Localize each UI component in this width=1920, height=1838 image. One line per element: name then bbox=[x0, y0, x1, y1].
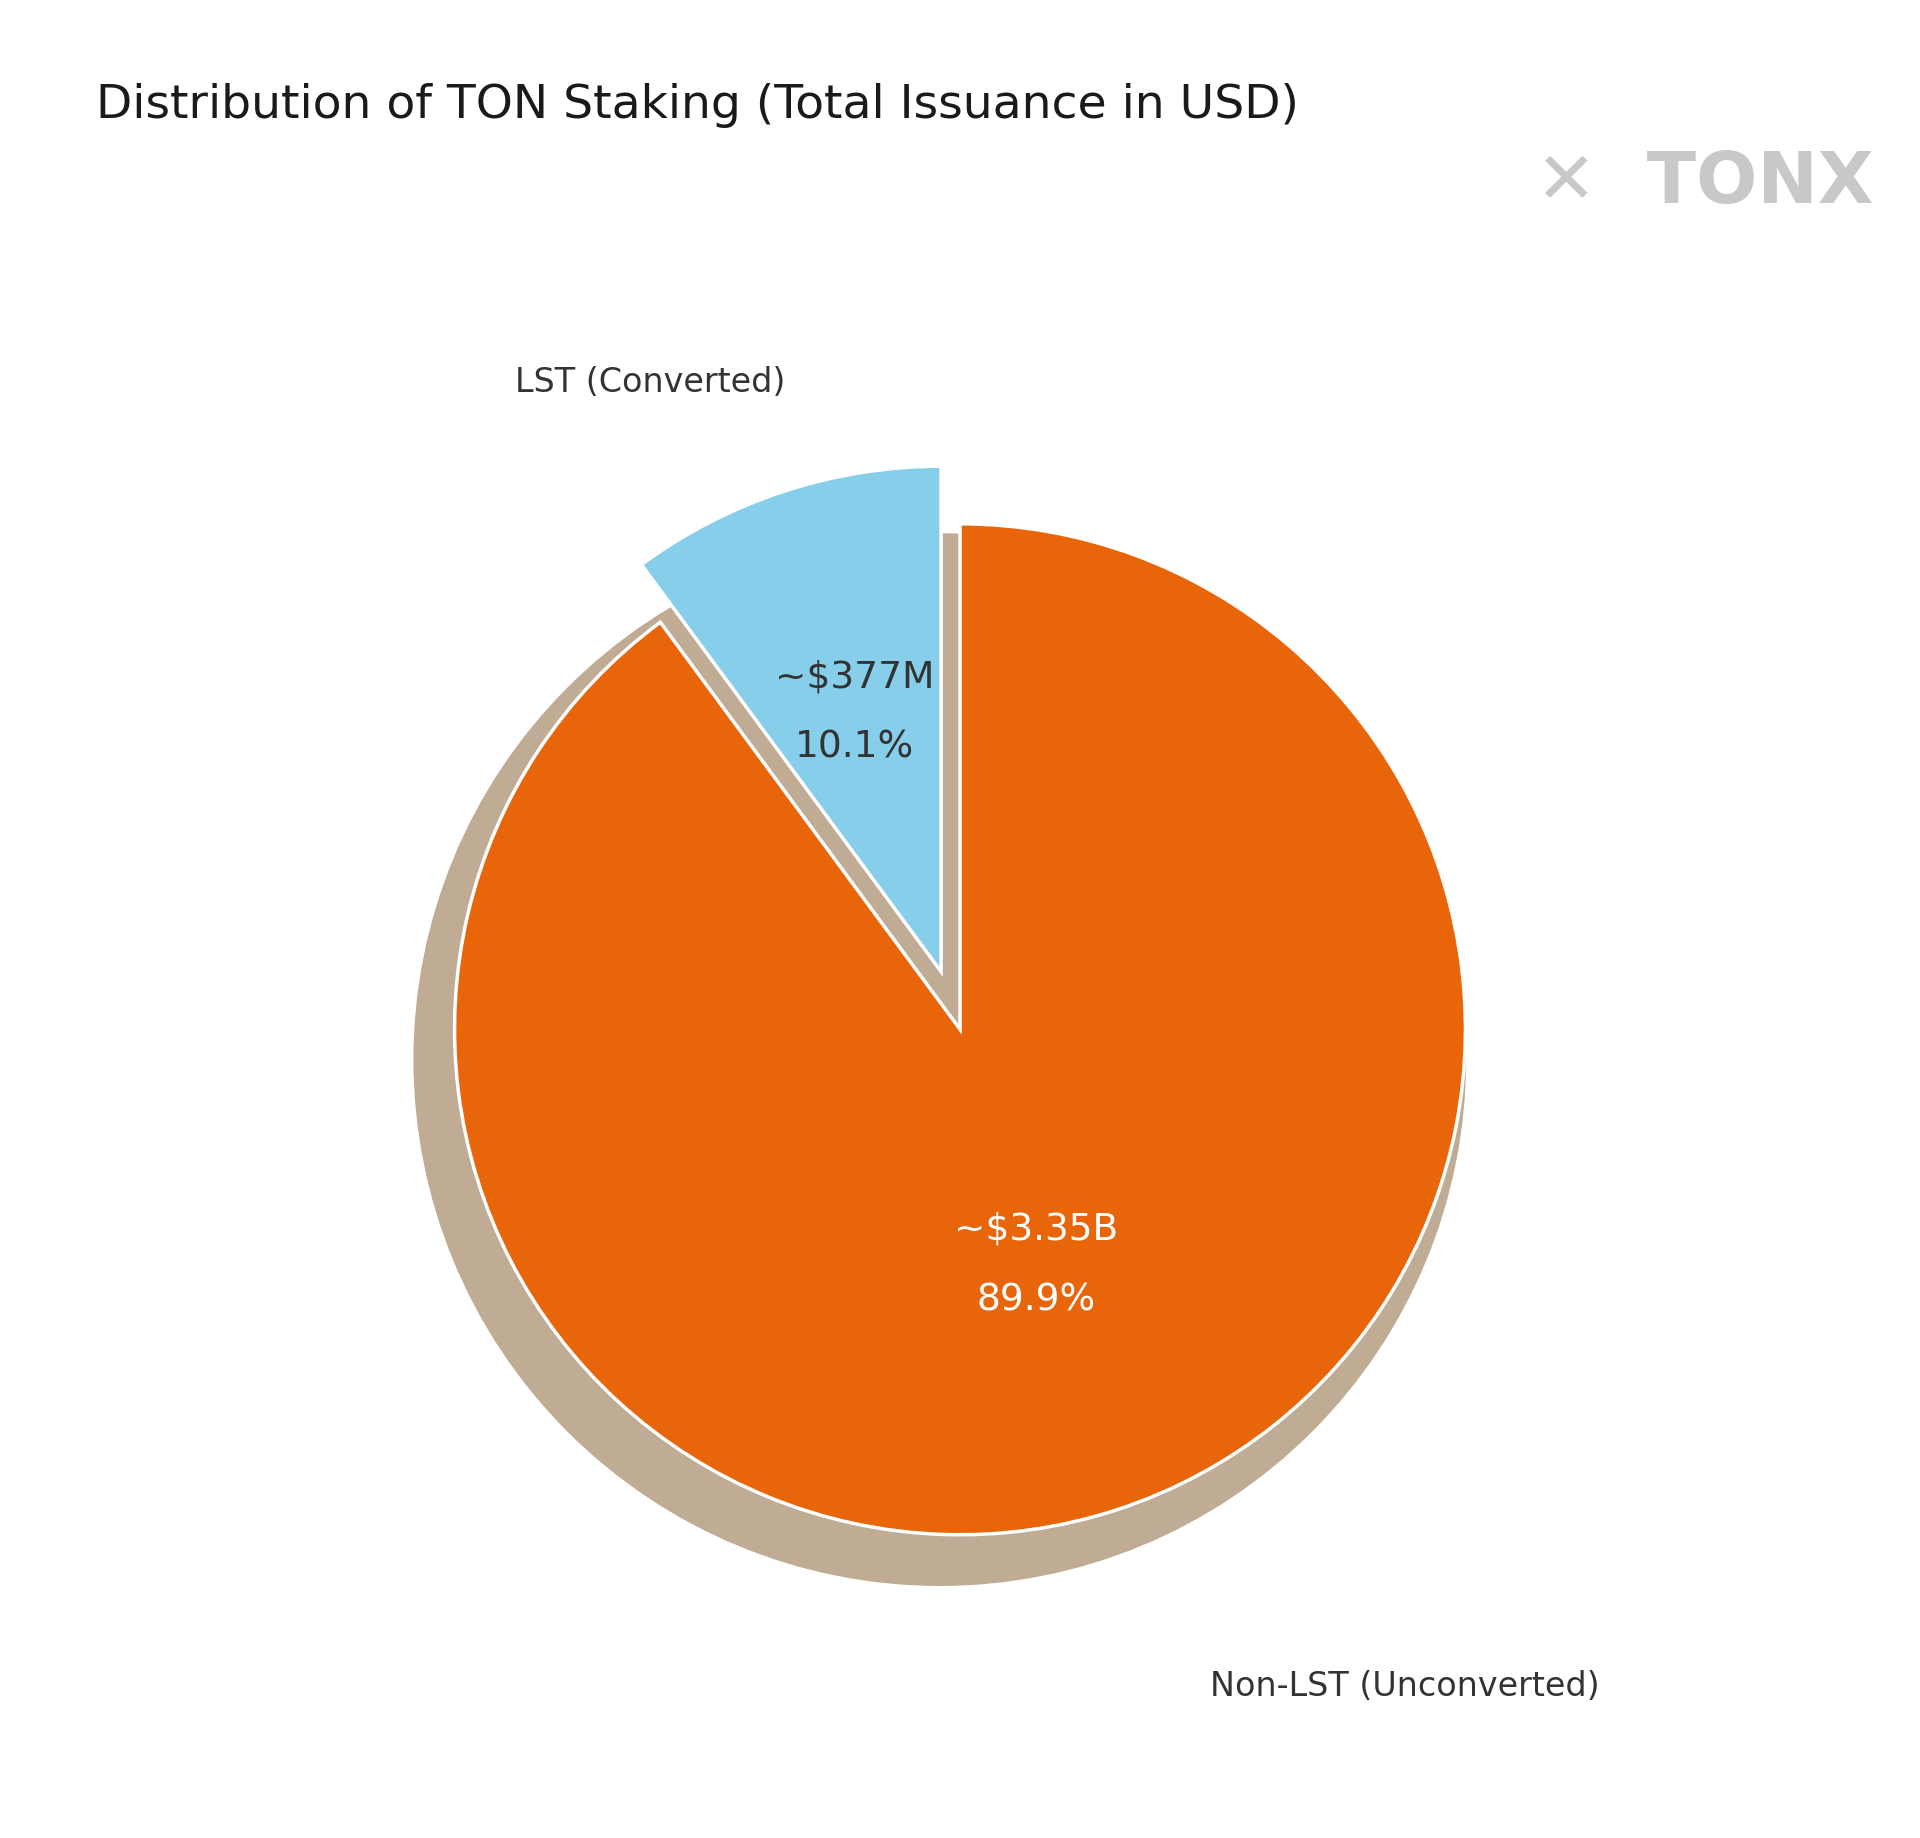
Text: Distribution of TON Staking (Total Issuance in USD): Distribution of TON Staking (Total Issua… bbox=[96, 83, 1298, 127]
Text: 89.9%: 89.9% bbox=[975, 1283, 1094, 1318]
Text: ✕  TONX: ✕ TONX bbox=[1536, 149, 1874, 219]
Circle shape bbox=[415, 533, 1465, 1584]
Text: 10.1%: 10.1% bbox=[795, 730, 914, 766]
Text: ~$3.35B: ~$3.35B bbox=[954, 1211, 1117, 1248]
Wedge shape bbox=[455, 524, 1465, 1535]
Text: ~$377M: ~$377M bbox=[774, 660, 933, 695]
Wedge shape bbox=[641, 467, 941, 972]
Text: Non-LST (Unconverted): Non-LST (Unconverted) bbox=[1210, 1671, 1599, 1702]
Text: LST (Converted): LST (Converted) bbox=[515, 366, 785, 399]
